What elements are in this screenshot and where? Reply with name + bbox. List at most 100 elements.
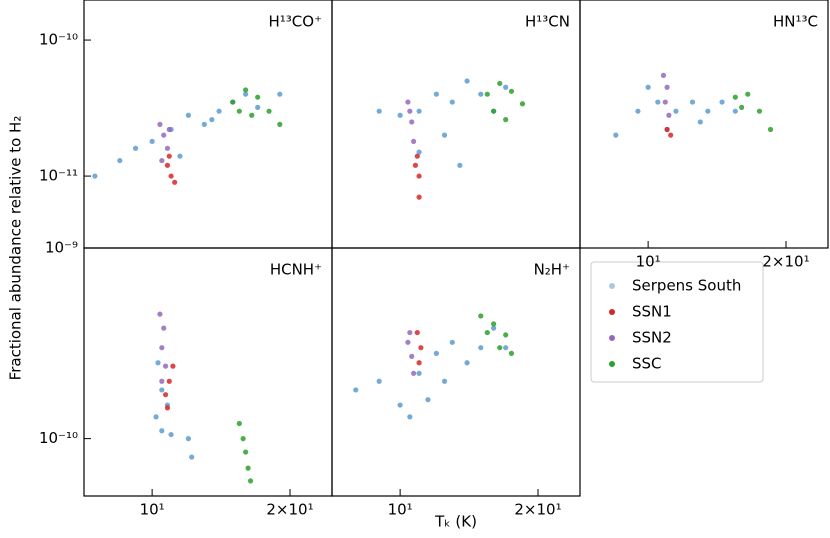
data-point	[745, 91, 751, 97]
data-point	[689, 99, 696, 105]
panel-title: HCNH⁺	[270, 261, 322, 279]
legend-box	[590, 261, 764, 383]
data-point	[240, 436, 246, 442]
data-point	[161, 132, 167, 138]
data-point	[216, 108, 222, 114]
data-point	[491, 325, 497, 331]
data-point	[478, 345, 484, 351]
data-point	[503, 345, 509, 351]
data-point	[433, 91, 439, 97]
data-point	[409, 119, 415, 125]
data-point	[491, 321, 497, 327]
data-point	[243, 449, 249, 455]
data-point	[376, 378, 382, 384]
data-point	[673, 108, 679, 114]
data-point	[164, 145, 171, 151]
data-point	[464, 360, 470, 366]
data-point	[162, 363, 169, 369]
data-point	[414, 329, 420, 336]
data-point	[92, 173, 98, 179]
y-tick-label: 10⁻⁹	[45, 239, 78, 257]
data-point	[503, 84, 509, 90]
data-point	[168, 431, 174, 438]
legend-label: Serpens South	[632, 277, 741, 295]
data-point	[416, 370, 422, 376]
data-point	[159, 157, 165, 164]
data-point	[189, 454, 195, 460]
data-point	[407, 329, 413, 336]
panel-title: H¹³CN	[525, 13, 570, 31]
x-tick-label: 10¹	[140, 501, 165, 519]
data-point	[503, 117, 509, 123]
data-point	[449, 99, 455, 105]
data-point	[449, 339, 455, 345]
panel-frame	[579, 0, 829, 249]
data-point	[418, 345, 424, 351]
data-point	[407, 414, 413, 420]
data-point	[666, 112, 672, 118]
data-point	[170, 363, 176, 369]
legend-label: SSN2	[632, 329, 672, 347]
data-point	[441, 132, 448, 138]
data-point	[416, 173, 422, 179]
data-point	[245, 465, 251, 471]
x-tick-label: 2×10¹	[762, 253, 809, 271]
x-tick-label: 2×10¹	[514, 501, 561, 519]
data-point	[243, 91, 249, 97]
data-point	[209, 117, 215, 123]
data-point	[425, 397, 431, 403]
data-point	[645, 84, 651, 90]
data-point	[157, 311, 163, 317]
x-tick-label: 10¹	[636, 253, 661, 271]
data-point	[457, 162, 463, 168]
data-point	[697, 119, 703, 125]
data-point	[159, 378, 165, 384]
y-tick-label: 10⁻¹⁰	[39, 31, 78, 49]
x-tick-label: 10¹	[388, 501, 413, 519]
legend-marker	[609, 309, 615, 315]
data-point	[166, 378, 172, 384]
data-point	[497, 345, 503, 351]
x-axis-label: Tₖ (K)	[434, 513, 477, 531]
legend-marker	[609, 361, 615, 367]
data-point	[230, 99, 236, 105]
data-point	[236, 420, 242, 427]
data-point	[157, 121, 163, 127]
data-point	[732, 108, 738, 114]
data-point	[484, 329, 490, 336]
data-point	[508, 88, 515, 94]
panel-title: N₂H⁺	[534, 261, 570, 279]
data-point	[132, 145, 139, 151]
data-point	[441, 378, 448, 384]
data-point	[664, 126, 670, 133]
data-point	[655, 99, 661, 105]
panel-title: HN¹³C	[773, 13, 818, 31]
data-point	[255, 104, 261, 110]
data-point	[166, 153, 172, 159]
data-point	[613, 132, 619, 138]
data-point	[410, 370, 417, 376]
panel-frame	[83, 247, 333, 497]
data-point	[410, 138, 417, 144]
data-point	[168, 173, 174, 179]
data-point	[405, 339, 411, 345]
data-point	[767, 126, 774, 133]
data-point	[236, 108, 242, 114]
legend-marker	[609, 283, 615, 289]
data-point	[266, 108, 272, 114]
data-point	[491, 108, 497, 114]
data-point	[416, 149, 422, 155]
data-point	[635, 108, 641, 114]
data-point	[201, 121, 207, 127]
data-point	[164, 162, 171, 168]
data-point	[519, 101, 526, 107]
y-tick-label: 10⁻¹⁰	[39, 429, 78, 447]
panel-frame	[331, 247, 581, 497]
data-point	[159, 387, 165, 393]
data-point	[732, 94, 738, 100]
data-point	[416, 194, 422, 200]
data-point	[503, 332, 509, 338]
data-point	[149, 138, 155, 144]
data-point	[247, 478, 254, 484]
